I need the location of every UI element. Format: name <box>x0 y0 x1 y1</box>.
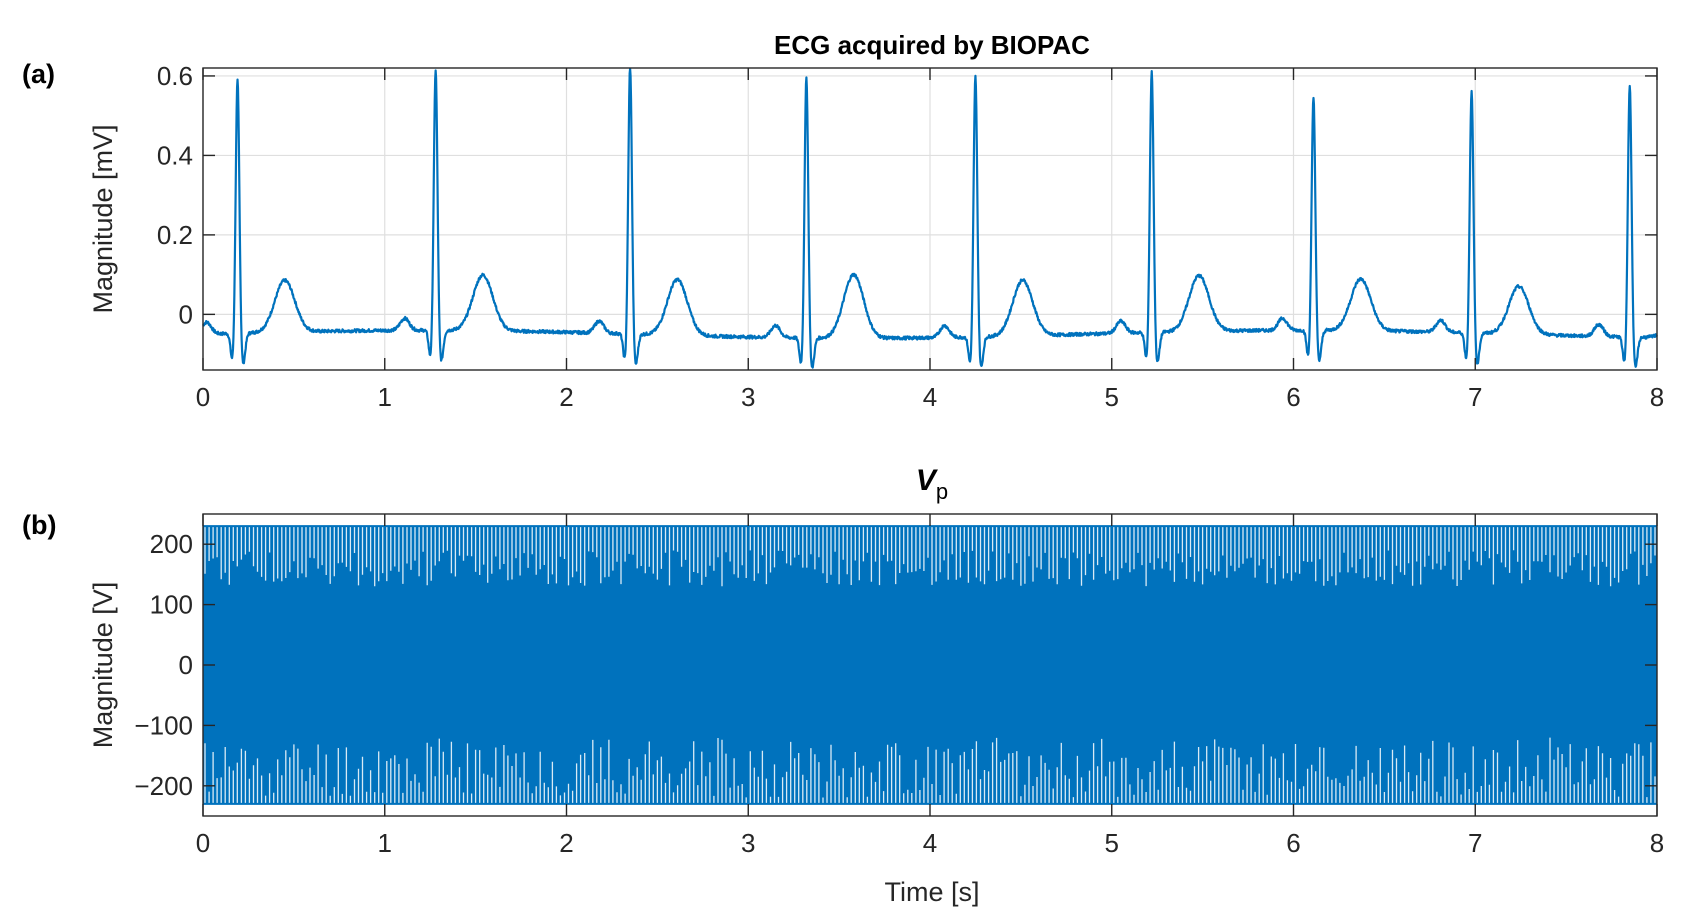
ecg-y-tick-label: 0.6 <box>157 61 193 91</box>
vp-x-tick-label: 2 <box>559 828 573 858</box>
ecg-x-tick-label: 2 <box>559 382 573 412</box>
vp-x-tick-label: 0 <box>196 828 210 858</box>
ecg-title: ECG acquired by BIOPAC <box>774 30 1090 60</box>
vp-oscillation-gaps <box>204 526 1656 804</box>
vp-panel: (b) Vp 0 1 2 3 4 5 6 7 8 −200 −100 0 100 200 Magnitu… <box>22 464 1664 907</box>
vp-x-tick-label: 6 <box>1286 828 1300 858</box>
vp-ticks <box>202 514 1658 816</box>
panel-b-label: (b) <box>22 510 56 540</box>
vp-x-tick-labels: 0 1 2 3 4 5 6 7 8 <box>196 828 1664 858</box>
ecg-x-tick-label: 5 <box>1105 382 1119 412</box>
vp-x-tick-label: 8 <box>1650 828 1664 858</box>
ecg-x-tick-label: 1 <box>378 382 392 412</box>
vp-x-tick-label: 1 <box>378 828 392 858</box>
ecg-series <box>202 67 1658 369</box>
vp-y-tick-label: 200 <box>150 529 193 559</box>
vp-y-tick-label: 0 <box>179 650 193 680</box>
vp-x-tick-label: 5 <box>1105 828 1119 858</box>
vp-y-tick-label: −200 <box>134 771 193 801</box>
vp-y-tick-label: −100 <box>134 710 193 740</box>
vp-envelope <box>203 525 1657 805</box>
vp-title: Vp <box>916 464 948 504</box>
vp-y-axis-label: Magnitude [V] <box>88 582 118 749</box>
ecg-x-tick-label: 3 <box>741 382 755 412</box>
ecg-x-tick-label: 4 <box>923 382 937 412</box>
ecg-x-tick-labels: 0 1 2 3 4 5 6 7 8 <box>196 382 1664 412</box>
vp-title-main: V <box>916 464 939 497</box>
ecg-y-tick-label: 0.2 <box>157 220 193 250</box>
ecg-x-tick-label: 8 <box>1650 382 1664 412</box>
ecg-x-tick-label: 7 <box>1468 382 1482 412</box>
ecg-ticks <box>202 68 1658 370</box>
vp-y-tick-labels: −200 −100 0 100 200 <box>134 529 193 801</box>
ecg-panel: (a) ECG acquired by BIOPAC 0 1 2 3 4 5 6 7 8 0 0.… <box>22 30 1664 412</box>
vp-y-tick-label: 100 <box>150 590 193 620</box>
ecg-y-axis-label: Magnitude [mV] <box>88 124 118 313</box>
ecg-grid <box>202 68 1658 370</box>
ecg-x-tick-label: 0 <box>196 382 210 412</box>
ecg-y-tick-labels: 0 0.2 0.4 0.6 <box>157 61 193 329</box>
ecg-x-tick-label: 6 <box>1286 382 1300 412</box>
vp-x-tick-label: 4 <box>923 828 937 858</box>
vp-x-axis-label: Time [s] <box>884 877 979 907</box>
vp-title-sub: p <box>936 479 948 504</box>
vp-x-tick-label: 7 <box>1468 828 1482 858</box>
ecg-y-tick-label: 0.4 <box>157 140 193 170</box>
vp-x-tick-label: 3 <box>741 828 755 858</box>
vp-series <box>203 525 1657 805</box>
ecg-line <box>202 67 1658 369</box>
vp-band <box>203 526 1657 804</box>
panel-a-label: (a) <box>22 59 55 89</box>
ecg-y-tick-label: 0 <box>179 299 193 329</box>
